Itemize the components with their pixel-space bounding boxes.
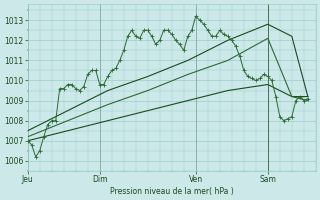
X-axis label: Pression niveau de la mer( hPa ): Pression niveau de la mer( hPa ): [110, 187, 234, 196]
